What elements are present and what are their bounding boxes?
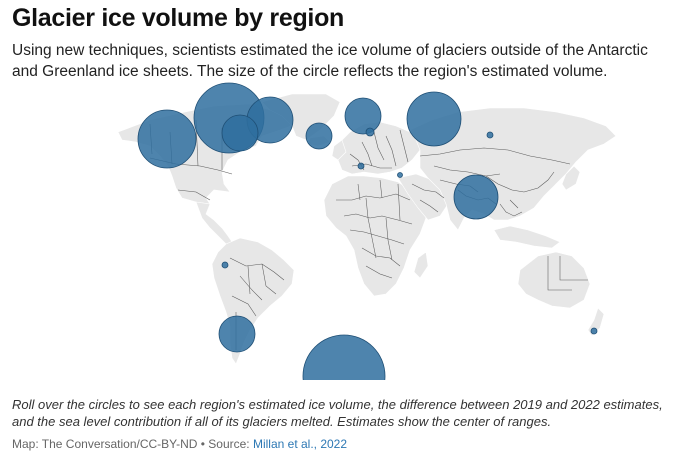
chart-subtitle: Using new techniques, scientists estimat… [12,42,648,80]
bubble-layer [137,82,598,380]
chart-title: Glacier ice volume by region [12,4,345,32]
land-japan [561,165,581,191]
bubble-low-latitudes[interactable] [221,261,229,269]
credit-prefix: Map: The Conversation/CC-BY-ND • Source: [12,437,253,451]
land-africa [323,175,427,297]
border-south-america-c [247,263,277,295]
map-svg [117,82,617,380]
border-africa-d [365,197,393,261]
land-madagascar [413,251,429,279]
bubble-russian-arctic[interactable] [406,91,462,147]
border-africa-a [336,193,411,201]
border-africa-b [343,213,413,245]
border-africa-c [357,179,401,279]
bubble-iceland[interactable] [305,122,333,150]
bubble-scandinavia[interactable] [365,127,375,137]
bubble-southern-andes[interactable] [218,315,256,353]
bubble-alaska[interactable] [137,109,197,169]
border-china [485,171,555,193]
border-southeast-asia [499,199,523,217]
bubble-central-europe[interactable] [357,162,365,170]
interaction-note: Roll over the circles to see each region… [12,397,663,429]
land-central-america [195,201,233,245]
bubble-caucasus-middle-east[interactable] [397,172,403,178]
land-southeast-asia [493,225,561,249]
border-us-mexico [177,189,211,201]
world-map [0,80,680,380]
border-australia [547,256,588,291]
source-credit: Map: The Conversation/CC-BY-ND • Source:… [12,437,347,451]
land-australia [517,251,591,309]
border-middle-east [411,183,445,213]
bubble-new-zealand[interactable] [590,327,598,335]
land-uk [331,139,347,161]
border-russia-south [419,147,571,165]
bubble-north-asia[interactable] [486,131,494,139]
bubble-high-mountain-asia[interactable] [453,174,499,220]
source-link[interactable]: Millan et al., 2022 [252,437,348,451]
bubble-svalbard[interactable] [344,97,382,135]
bubble-antarctic-subantarctic[interactable] [302,334,386,380]
land-europe [337,121,421,175]
bubble-arctic-canada-south[interactable] [221,114,259,152]
